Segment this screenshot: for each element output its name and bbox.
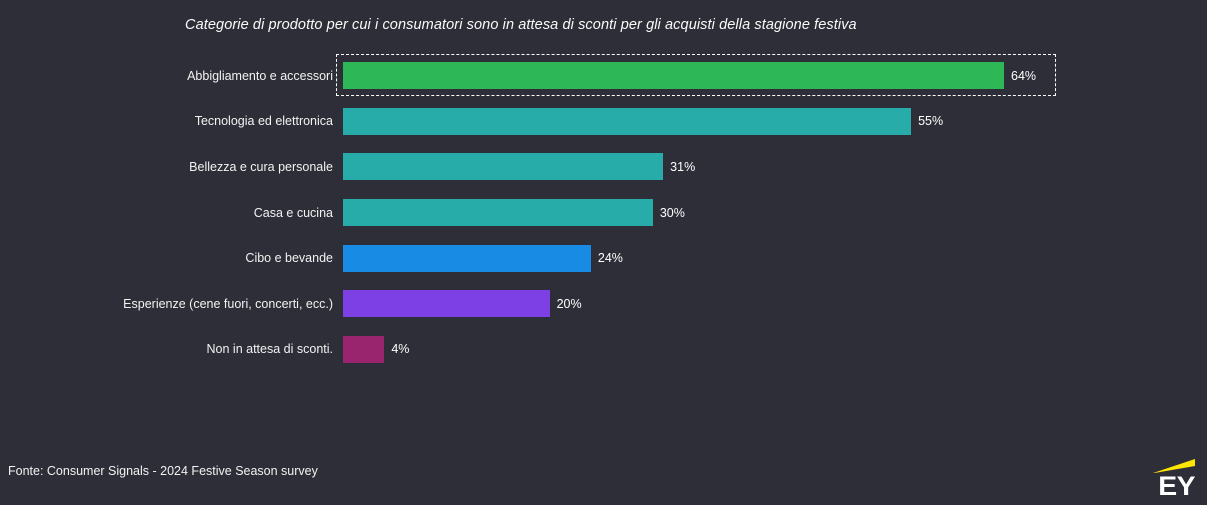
value-label: 31% xyxy=(670,159,696,174)
category-label: Casa e cucina xyxy=(253,205,333,220)
value-label: 30% xyxy=(659,205,685,220)
bar-row: Cibo e bevande 24% xyxy=(0,235,1207,281)
bar-row: Non in attesa di sconti. 4% xyxy=(0,327,1207,373)
category-label: Non in attesa di sconti. xyxy=(206,342,333,357)
category-label: Tecnologia ed elettronica xyxy=(194,114,333,129)
bar[interactable] xyxy=(343,153,664,181)
bar-track: 24% xyxy=(343,244,1207,272)
bar[interactable] xyxy=(343,62,1005,90)
value-label: 55% xyxy=(918,114,944,129)
category-label: Esperienze (cene fuori, concerti, ecc.) xyxy=(123,296,333,311)
ey-logo-text: EY xyxy=(1158,471,1195,501)
bar-track: 64% xyxy=(343,62,1207,90)
bar-track: 20% xyxy=(343,290,1207,318)
value-label: 20% xyxy=(556,296,582,311)
bar-track: 30% xyxy=(343,199,1207,227)
bar[interactable] xyxy=(343,199,653,227)
ey-logo: EY xyxy=(1151,459,1196,501)
bar[interactable] xyxy=(343,244,591,272)
bar[interactable] xyxy=(343,335,385,363)
category-label: Abbigliamento e accessori xyxy=(187,68,333,83)
bar-track: 4% xyxy=(343,335,1207,363)
bar-row: Tecnologia ed elettronica 55% xyxy=(0,99,1207,145)
bar-row: Casa e cucina 30% xyxy=(0,190,1207,236)
value-label: 64% xyxy=(1011,68,1037,83)
value-label: 4% xyxy=(391,342,410,357)
bar-row: Esperienze (cene fuori, concerti, ecc.) … xyxy=(0,281,1207,327)
source-note: Fonte: Consumer Signals - 2024 Festive S… xyxy=(8,464,318,478)
bar[interactable] xyxy=(343,290,550,318)
category-label: Cibo e bevande xyxy=(245,251,333,266)
bar-track: 31% xyxy=(343,153,1207,181)
bar-track: 55% xyxy=(343,107,1207,135)
bar-chart: Abbigliamento e accessori 64% Tecnologia… xyxy=(0,53,1207,372)
chart-title: Categorie di prodotto per cui i consumat… xyxy=(185,17,857,33)
bar-row: Abbigliamento e accessori 64% xyxy=(0,53,1207,99)
bar[interactable] xyxy=(343,107,912,135)
category-label: Bellezza e cura personale xyxy=(189,159,333,174)
ey-beam-icon xyxy=(1153,459,1195,473)
bar-row: Bellezza e cura personale 31% xyxy=(0,144,1207,190)
value-label: 24% xyxy=(597,251,623,266)
